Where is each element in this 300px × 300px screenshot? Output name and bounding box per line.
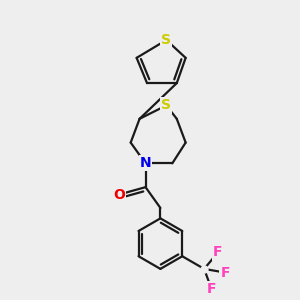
- Text: S: S: [161, 98, 171, 112]
- Text: F: F: [220, 266, 230, 280]
- Text: F: F: [213, 245, 223, 260]
- Text: S: S: [161, 33, 171, 47]
- Text: O: O: [113, 188, 125, 202]
- Text: F: F: [207, 282, 216, 296]
- Text: N: N: [140, 156, 152, 170]
